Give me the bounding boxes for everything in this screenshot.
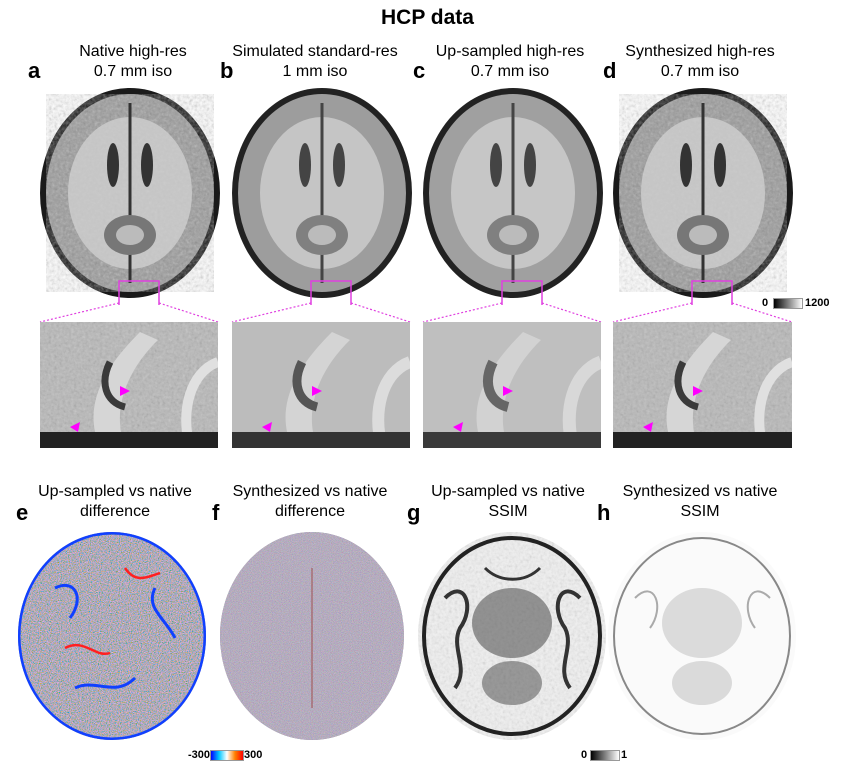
brain-panel-a <box>40 88 220 305</box>
header-f-line1: Synthesized vs native <box>232 483 388 500</box>
brain-panel-d <box>613 88 793 305</box>
header-h-line1: Synthesized vs native <box>622 483 778 500</box>
header-g-line2: SSIM <box>488 503 528 520</box>
header-c-line2: 0.7 mm iso <box>470 63 550 80</box>
ssim-map-h <box>608 532 796 740</box>
header-c-line1: Up-sampled high-res <box>435 43 585 60</box>
figure-title: HCP data <box>381 6 474 29</box>
zoom-panel-c <box>423 322 601 448</box>
difference-map-e <box>18 532 206 740</box>
difference-colorbar <box>210 750 244 761</box>
header-d-line1: Synthesized high-res <box>625 43 775 60</box>
grayscale-colorbar <box>773 298 803 309</box>
header-f-line2: difference <box>275 503 345 520</box>
header-b-line1: Simulated standard-res <box>232 43 398 60</box>
header-f: Synthesized vs native difference <box>210 482 410 522</box>
brain-panel-b <box>232 88 412 305</box>
header-a-line1: Native high-res <box>79 43 187 60</box>
header-h-line2: SSIM <box>680 503 720 520</box>
header-e-line2: difference <box>80 503 150 520</box>
header-e-line1: Up-sampled vs native <box>38 483 192 500</box>
top-colorbar-max: 1200 <box>805 297 830 309</box>
panel-letter-a: a <box>28 58 41 83</box>
ssim-map-g <box>418 532 606 740</box>
ssim-colorbar <box>590 750 620 761</box>
header-a: Native high-res 0.7 mm iso <box>33 42 233 82</box>
diff-colorbar-max: 300 <box>244 749 263 761</box>
zoom-panel-d <box>613 322 792 448</box>
panel-letter-d: d <box>603 58 617 83</box>
header-b: Simulated standard-res 1 mm iso <box>215 42 415 82</box>
header-h: Synthesized vs native SSIM <box>600 482 800 522</box>
panel-letter-c: c <box>413 58 426 83</box>
header-g-line1: Up-sampled vs native <box>431 483 585 500</box>
panel-letter-f: f <box>212 500 220 525</box>
header-d: Synthesized high-res 0.7 mm iso <box>600 42 800 82</box>
difference-map-f <box>220 532 404 740</box>
panel-letter-g: g <box>407 500 421 525</box>
zoom-panel-b <box>232 322 410 448</box>
brain-panel-c <box>423 88 603 305</box>
zoom-connectors <box>39 302 793 323</box>
header-g: Up-sampled vs native SSIM <box>408 482 608 522</box>
header-e: Up-sampled vs native difference <box>15 482 215 522</box>
panel-letter-b: b <box>220 58 234 83</box>
ssim-colorbar-min: 0 <box>581 749 588 761</box>
header-d-line2: 0.7 mm iso <box>660 63 740 80</box>
header-a-line2: 0.7 mm iso <box>93 63 173 80</box>
top-colorbar-min: 0 <box>762 297 769 309</box>
panel-letter-e: e <box>16 500 29 525</box>
ssim-colorbar-max: 1 <box>621 749 628 761</box>
zoom-panel-a <box>40 322 218 448</box>
header-b-line2: 1 mm iso <box>282 63 348 80</box>
panel-letter-h: h <box>597 500 611 525</box>
diff-colorbar-min: -300 <box>188 749 211 761</box>
header-c: Up-sampled high-res 0.7 mm iso <box>410 42 610 82</box>
